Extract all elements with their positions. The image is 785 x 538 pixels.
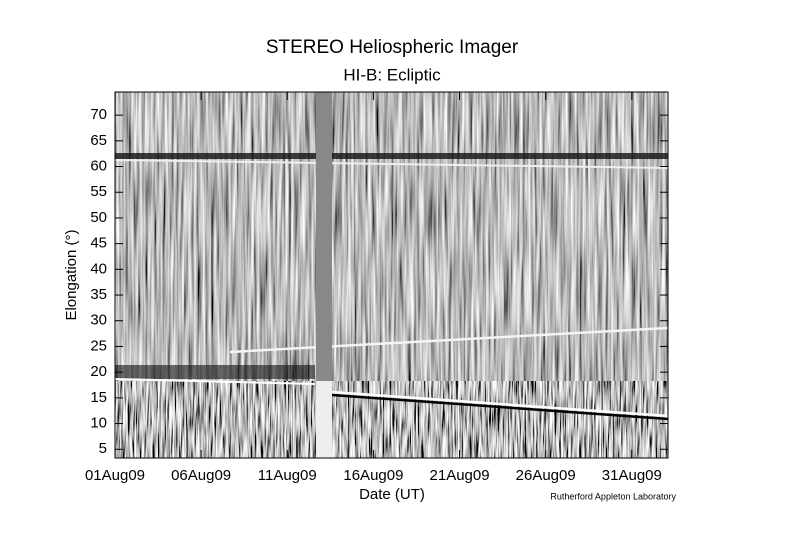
x-tick-label: 06Aug09 — [171, 467, 231, 484]
y-tick-label: 40 — [90, 260, 107, 277]
y-tick-label: 65 — [90, 132, 107, 149]
y-axis-label: Elongation (°) — [63, 229, 80, 320]
y-tick-label: 50 — [90, 209, 107, 226]
chart-subtitle: HI-B: Ecliptic — [343, 65, 441, 84]
chart-title: STEREO Heliospheric Imager — [266, 37, 519, 58]
y-tick-label: 25 — [90, 337, 107, 354]
x-axis-label: Date (UT) — [359, 486, 425, 503]
y-tick-label: 10 — [90, 415, 107, 432]
x-tick-label: 21Aug09 — [430, 467, 490, 484]
x-tick-label: 26Aug09 — [516, 467, 576, 484]
y-tick-label: 30 — [90, 312, 107, 329]
x-tick-label: 11Aug09 — [258, 467, 317, 484]
y-tick-label: 5 — [99, 440, 107, 457]
y-tick-label: 35 — [90, 286, 107, 303]
y-tick-label: 60 — [90, 158, 107, 175]
plot-frame — [114, 91, 669, 459]
x-tick-label: 16Aug09 — [343, 467, 403, 484]
x-tick-label: 31Aug09 — [602, 467, 662, 484]
credit: Rutherford Appleton Laboratory — [550, 491, 676, 501]
y-tick-label: 15 — [90, 389, 107, 406]
y-tick-label: 20 — [90, 363, 107, 380]
j-map-image — [114, 92, 669, 458]
x-tick-label: 01Aug09 — [85, 467, 145, 484]
y-tick-label: 45 — [90, 235, 107, 252]
y-tick-label: 55 — [90, 183, 107, 200]
y-tick-label: 70 — [90, 106, 107, 123]
